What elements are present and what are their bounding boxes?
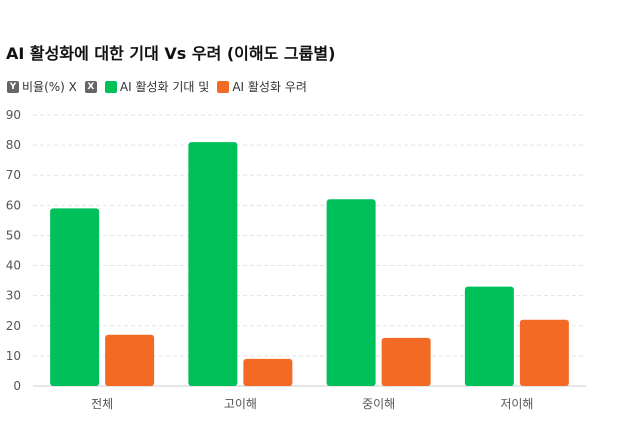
legend-x-axis[interactable]: X <box>84 80 97 93</box>
y-tick-label: 40 <box>6 259 21 273</box>
y-tick-label: 30 <box>6 289 21 303</box>
y-tick-label: 90 <box>6 108 21 122</box>
bar-expectation <box>326 199 376 386</box>
legend-swatch-concern <box>217 80 230 93</box>
x-axis-badge-icon: X <box>84 80 97 93</box>
bar-concern <box>381 337 431 386</box>
legend-swatch-expectation <box>104 80 117 93</box>
legend-label-expectation: AI 활성화 기대 및 <box>119 80 210 94</box>
bar-concern <box>243 358 293 386</box>
legend-item-expectation[interactable]: AI 활성화 기대 및 <box>104 78 210 95</box>
legend-item-concern[interactable]: AI 활성화 우려 <box>217 78 307 95</box>
x-tick-label: 전체 <box>91 397 113 411</box>
chart-title: AI 활성화에 대한 기대 Vs 우려 (이해도 그룹별) <box>6 44 336 63</box>
bar-expectation <box>464 286 514 386</box>
y-tick-label: 0 <box>13 379 21 393</box>
legend-y-axis[interactable]: Y 비율(%) X <box>7 78 77 95</box>
y-tick-label: 70 <box>6 168 21 182</box>
bar-expectation <box>188 142 238 386</box>
y-tick-label: 10 <box>6 349 21 363</box>
y-tick-label: 20 <box>6 319 21 333</box>
legend-y-label: 비율(%) X <box>22 80 77 94</box>
y-tick-label: 80 <box>6 138 21 152</box>
y-tick-label: 60 <box>6 198 21 212</box>
x-tick-label: 저이해 <box>500 397 533 411</box>
legend: Y 비율(%) X X AI 활성화 기대 및 AI 활성화 우려 <box>7 78 311 95</box>
bar-concern <box>519 319 569 386</box>
bar-concern <box>105 334 155 386</box>
y-tick-label: 50 <box>6 228 21 242</box>
y-axis-badge-icon: Y <box>7 80 19 93</box>
legend-label-concern: AI 활성화 우려 <box>232 80 307 94</box>
bar-expectation <box>50 208 100 386</box>
x-tick-label: 중이해 <box>362 397 395 411</box>
x-tick-label: 고이해 <box>224 397 257 411</box>
